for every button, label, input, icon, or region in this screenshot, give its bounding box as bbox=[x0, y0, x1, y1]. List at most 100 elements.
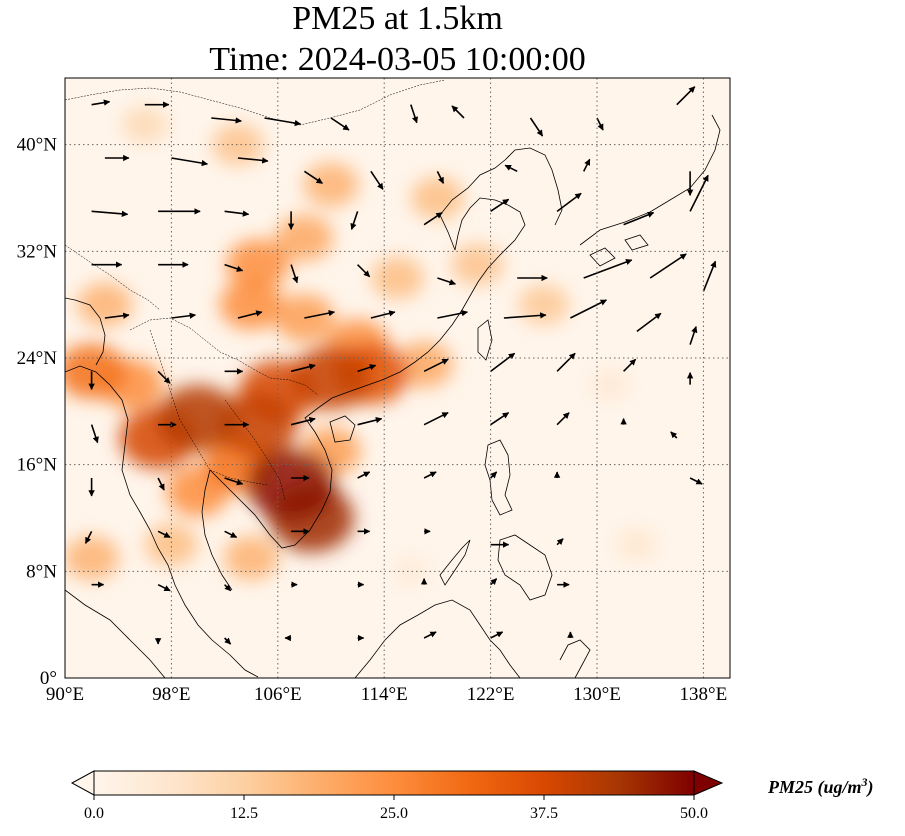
wind-arrow bbox=[370, 310, 396, 319]
y-tick-label: 32°N bbox=[17, 241, 58, 262]
wind-arrow bbox=[171, 312, 197, 319]
x-tick-label: 122°E bbox=[467, 684, 515, 705]
wind-arrow bbox=[211, 117, 242, 124]
coastline-sumatra bbox=[65, 589, 166, 678]
border-china-south bbox=[129, 317, 319, 396]
wind-arrow bbox=[556, 412, 570, 426]
coastline-hainan bbox=[329, 415, 356, 443]
chart-title-line-2: Time: 2024-03-05 10:00:00 bbox=[209, 41, 586, 78]
pm25-blob bbox=[451, 243, 504, 286]
wind-arrow bbox=[157, 530, 171, 539]
y-tick-label: 8°N bbox=[26, 561, 57, 582]
wind-arrow bbox=[303, 170, 323, 184]
coastline-mainland-asia bbox=[65, 365, 259, 678]
x-tick-label: 138°E bbox=[680, 684, 728, 705]
y-tick-label: 0° bbox=[40, 668, 57, 689]
wind-arrow bbox=[157, 477, 165, 491]
wind-arrow bbox=[157, 583, 171, 592]
colorbar-tick-label: 37.5 bbox=[530, 805, 558, 822]
wind-arrow bbox=[490, 578, 498, 586]
coastline-visayas-mindanao bbox=[497, 534, 553, 601]
coastline-bay-of-bengal bbox=[65, 297, 106, 366]
wind-arrow bbox=[330, 117, 350, 131]
coastline-japan bbox=[579, 114, 721, 246]
wind-arrow bbox=[636, 312, 662, 332]
x-axis: 90°E 98°E 106°E 114°E 122°E 130°E 138°E bbox=[46, 684, 727, 705]
wind-arrow bbox=[529, 117, 544, 137]
pm25-blob bbox=[395, 341, 453, 388]
wind-arrow bbox=[157, 370, 171, 384]
pm25-blob bbox=[121, 106, 168, 144]
wind-arrow bbox=[423, 411, 449, 426]
wind-arrow bbox=[490, 471, 498, 479]
colorbar-extend-low bbox=[70, 770, 95, 796]
y-tick-label: 16°N bbox=[17, 455, 58, 476]
wind-arrow bbox=[290, 363, 316, 373]
wind-arrow bbox=[504, 164, 518, 173]
y-axis: 0° 8°N 16°N 24°N 32°N 40°N bbox=[17, 135, 58, 689]
wind-arrow bbox=[224, 530, 238, 539]
wind-arrow bbox=[224, 584, 232, 592]
x-tick-label: 106°E bbox=[254, 684, 302, 705]
wind-arrow bbox=[357, 264, 371, 278]
country-borders bbox=[65, 79, 446, 501]
wind-arrow bbox=[556, 538, 564, 546]
wind-arrow bbox=[583, 259, 633, 279]
border-laos-vietnam bbox=[224, 399, 286, 501]
wind-arrow bbox=[237, 310, 263, 319]
wind-arrow bbox=[702, 260, 717, 292]
coastlines bbox=[65, 114, 721, 678]
wind-arrow bbox=[490, 631, 504, 639]
pm25-blob bbox=[65, 535, 120, 581]
pm25-blob bbox=[144, 523, 198, 566]
wind-arrow bbox=[623, 211, 655, 226]
coastline-sulawesi bbox=[559, 639, 591, 678]
border-myanmar bbox=[149, 329, 211, 471]
border-mongolia bbox=[65, 79, 446, 126]
pm25-blob bbox=[303, 162, 359, 207]
pm25-blob bbox=[371, 256, 424, 300]
wind-arrow bbox=[556, 352, 576, 372]
map-frame bbox=[64, 77, 731, 679]
wind-arrow bbox=[490, 198, 510, 212]
wind-arrow bbox=[423, 631, 437, 639]
wind-arrow bbox=[91, 210, 129, 218]
wind-arrow bbox=[224, 263, 244, 272]
wind-arrow bbox=[104, 312, 130, 319]
wind-arrow bbox=[689, 477, 703, 485]
wind-arrow bbox=[451, 105, 465, 119]
pm25-blob bbox=[156, 385, 240, 451]
wind-arrow bbox=[90, 424, 99, 444]
wind-arrow bbox=[436, 170, 445, 184]
wind-arrow bbox=[350, 211, 359, 230]
pm25-blob bbox=[226, 239, 290, 290]
coastline-indochina bbox=[209, 197, 526, 549]
colorbar-gradient bbox=[94, 771, 694, 795]
colorbar-tick-label: 50.0 bbox=[680, 805, 708, 822]
x-tick-label: 130°E bbox=[573, 684, 621, 705]
wind-arrow bbox=[423, 212, 443, 226]
wind-arrow bbox=[290, 416, 316, 426]
pm25-blob bbox=[219, 279, 283, 330]
wind-vectors bbox=[84, 86, 717, 645]
wind-arrow bbox=[503, 312, 547, 319]
coastline-gulf-thailand bbox=[201, 469, 233, 591]
pm25-blob bbox=[211, 123, 264, 166]
wind-arrow bbox=[596, 117, 604, 131]
pm25-blob bbox=[589, 368, 631, 401]
x-tick-label: 114°E bbox=[361, 684, 408, 705]
pm25-blob bbox=[246, 449, 336, 521]
colorbar-tick-label: 12.5 bbox=[230, 805, 258, 822]
coastline-palawan bbox=[439, 539, 471, 586]
coastline-bohai-korea bbox=[439, 147, 563, 251]
wind-arrow bbox=[304, 309, 336, 319]
pm25-blob bbox=[518, 284, 570, 325]
wind-arrow bbox=[582, 158, 591, 172]
wind-arrow bbox=[423, 358, 449, 373]
wind-arrow bbox=[357, 364, 377, 373]
wind-arrow bbox=[437, 277, 457, 286]
x-tick-label: 98°E bbox=[152, 684, 190, 705]
wind-arrow bbox=[357, 416, 383, 426]
wind-arrow bbox=[556, 192, 582, 212]
